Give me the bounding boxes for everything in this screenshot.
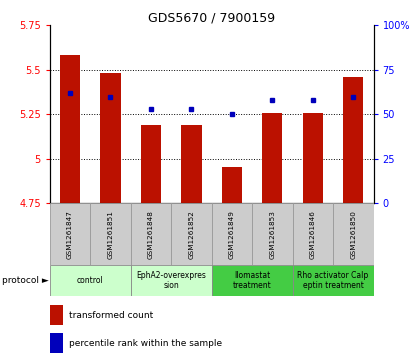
Bar: [262, 114, 283, 203]
Bar: [252, 203, 293, 265]
Text: GSM1261850: GSM1261850: [350, 210, 356, 258]
Text: GSM1261848: GSM1261848: [148, 210, 154, 258]
Text: GSM1261847: GSM1261847: [67, 210, 73, 258]
Bar: [333, 203, 374, 265]
Bar: [50, 333, 63, 353]
Text: GSM1261853: GSM1261853: [269, 210, 275, 258]
Bar: [60, 55, 80, 203]
Text: GSM1261851: GSM1261851: [107, 210, 113, 258]
Text: percentile rank within the sample: percentile rank within the sample: [69, 339, 222, 348]
Bar: [141, 125, 161, 203]
Text: Rho activator Calp
eptin treatment: Rho activator Calp eptin treatment: [298, 271, 369, 290]
Text: GSM1261852: GSM1261852: [188, 210, 194, 258]
Text: EphA2-overexpres
sion: EphA2-overexpres sion: [136, 271, 206, 290]
Bar: [100, 73, 121, 203]
Bar: [171, 203, 212, 265]
Bar: [212, 265, 293, 296]
Title: GDS5670 / 7900159: GDS5670 / 7900159: [148, 11, 275, 24]
Text: GSM1261846: GSM1261846: [310, 210, 316, 258]
Bar: [222, 167, 242, 203]
Bar: [181, 125, 202, 203]
Bar: [50, 203, 90, 265]
Bar: [293, 203, 333, 265]
Text: protocol ►: protocol ►: [2, 276, 49, 285]
Bar: [212, 203, 252, 265]
Bar: [131, 265, 212, 296]
Bar: [303, 114, 323, 203]
Text: Ilomastat
treatment: Ilomastat treatment: [233, 271, 271, 290]
Bar: [50, 265, 131, 296]
Bar: [343, 77, 364, 203]
Text: transformed count: transformed count: [69, 311, 154, 320]
Bar: [50, 305, 63, 325]
Text: GSM1261849: GSM1261849: [229, 210, 235, 258]
Bar: [131, 203, 171, 265]
Bar: [293, 265, 374, 296]
Bar: [90, 203, 131, 265]
Text: control: control: [77, 276, 104, 285]
